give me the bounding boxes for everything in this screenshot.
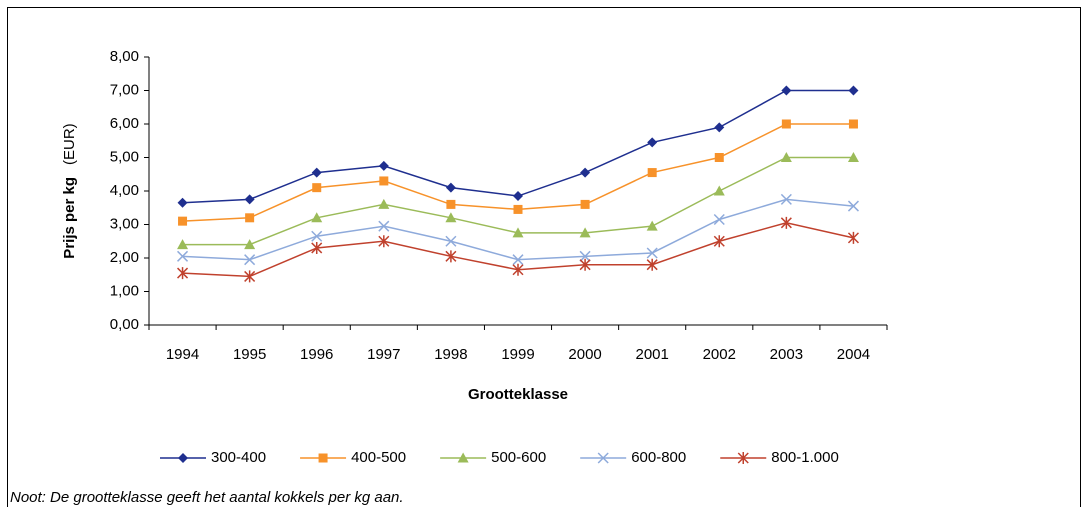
marker	[714, 153, 724, 162]
marker	[513, 191, 523, 202]
marker	[713, 185, 725, 196]
y-axis-label-unit: (EUR)	[61, 123, 78, 165]
marker	[244, 270, 256, 283]
marker	[714, 122, 725, 133]
legend-label: 500-600	[491, 449, 546, 466]
y-tick-label: 6,00	[110, 115, 139, 132]
marker	[848, 85, 859, 96]
x-tick-label: 1996	[300, 346, 333, 363]
marker	[847, 200, 859, 212]
legend-label: 600-800	[631, 449, 686, 466]
marker	[178, 216, 188, 226]
y-tick-label: 1,00	[110, 282, 139, 299]
x-tick-label: 2004	[837, 346, 870, 363]
marker	[318, 453, 328, 463]
y-axis-label-main: Prijs per kg	[61, 177, 78, 259]
marker	[847, 231, 859, 244]
y-tick-label: 4,00	[110, 182, 139, 199]
legend-label: 300-400	[211, 449, 266, 466]
chart-border	[7, 7, 1081, 507]
note: Noot: De grootteklasse geeft het aantal …	[10, 489, 404, 506]
legend-label: 800-1.000	[771, 449, 839, 466]
marker	[647, 137, 658, 148]
marker	[737, 452, 749, 464]
marker	[579, 227, 591, 238]
marker	[311, 212, 323, 223]
x-tick-label: 2001	[635, 346, 668, 363]
marker	[446, 199, 456, 209]
marker	[580, 199, 590, 209]
y-tick-label: 5,00	[110, 148, 139, 165]
marker	[597, 452, 609, 464]
marker	[781, 119, 791, 129]
marker	[178, 453, 188, 463]
marker	[457, 452, 469, 463]
x-tick-label: 1995	[233, 346, 266, 363]
marker	[244, 254, 256, 266]
marker	[579, 250, 591, 262]
marker	[379, 176, 389, 186]
marker	[177, 250, 189, 262]
marker	[445, 235, 457, 247]
marker	[579, 258, 591, 271]
y-tick-label: 3,00	[110, 215, 139, 232]
marker	[378, 160, 389, 171]
series-line	[182, 89, 854, 204]
y-axis-label: Prijs per kg (EUR)	[61, 123, 78, 258]
x-tick-label: 1997	[367, 346, 400, 363]
marker	[378, 220, 390, 232]
marker	[713, 213, 725, 226]
marker	[780, 152, 792, 162]
y-tick-label: 7,00	[110, 81, 139, 98]
marker	[713, 235, 725, 248]
y-tick-label: 0,00	[110, 316, 139, 333]
marker	[445, 250, 457, 263]
marker	[311, 167, 322, 178]
marker	[177, 239, 189, 250]
marker	[177, 267, 189, 280]
marker	[512, 254, 524, 266]
x-tick-label: 2003	[770, 346, 803, 363]
marker	[646, 258, 658, 271]
marker	[244, 194, 255, 205]
y-tick-label: 2,00	[110, 249, 139, 266]
marker	[580, 167, 591, 178]
marker	[512, 263, 524, 276]
marker	[847, 152, 859, 162]
marker	[513, 204, 523, 214]
marker	[245, 213, 255, 223]
marker	[445, 182, 456, 193]
x-tick-label: 1994	[166, 346, 199, 363]
marker	[780, 216, 792, 229]
marker	[312, 183, 322, 193]
marker	[781, 85, 792, 96]
marker	[647, 168, 657, 178]
marker	[311, 241, 323, 254]
legend-label: 400-500	[351, 449, 406, 466]
marker	[378, 198, 390, 209]
x-axis-label: Grootteklasse	[468, 386, 568, 403]
y-tick-label: 8,00	[110, 48, 139, 65]
marker	[378, 235, 390, 248]
marker	[780, 193, 792, 205]
marker	[512, 227, 524, 238]
marker	[311, 230, 323, 242]
x-tick-label: 2000	[568, 346, 601, 363]
marker	[244, 239, 256, 250]
marker	[848, 119, 858, 129]
x-tick-label: 1999	[501, 346, 534, 363]
marker	[646, 247, 658, 259]
marker	[646, 220, 658, 231]
marker	[445, 212, 457, 223]
x-tick-label: 2002	[703, 346, 736, 363]
x-tick-label: 1998	[434, 346, 467, 363]
marker	[177, 197, 188, 208]
